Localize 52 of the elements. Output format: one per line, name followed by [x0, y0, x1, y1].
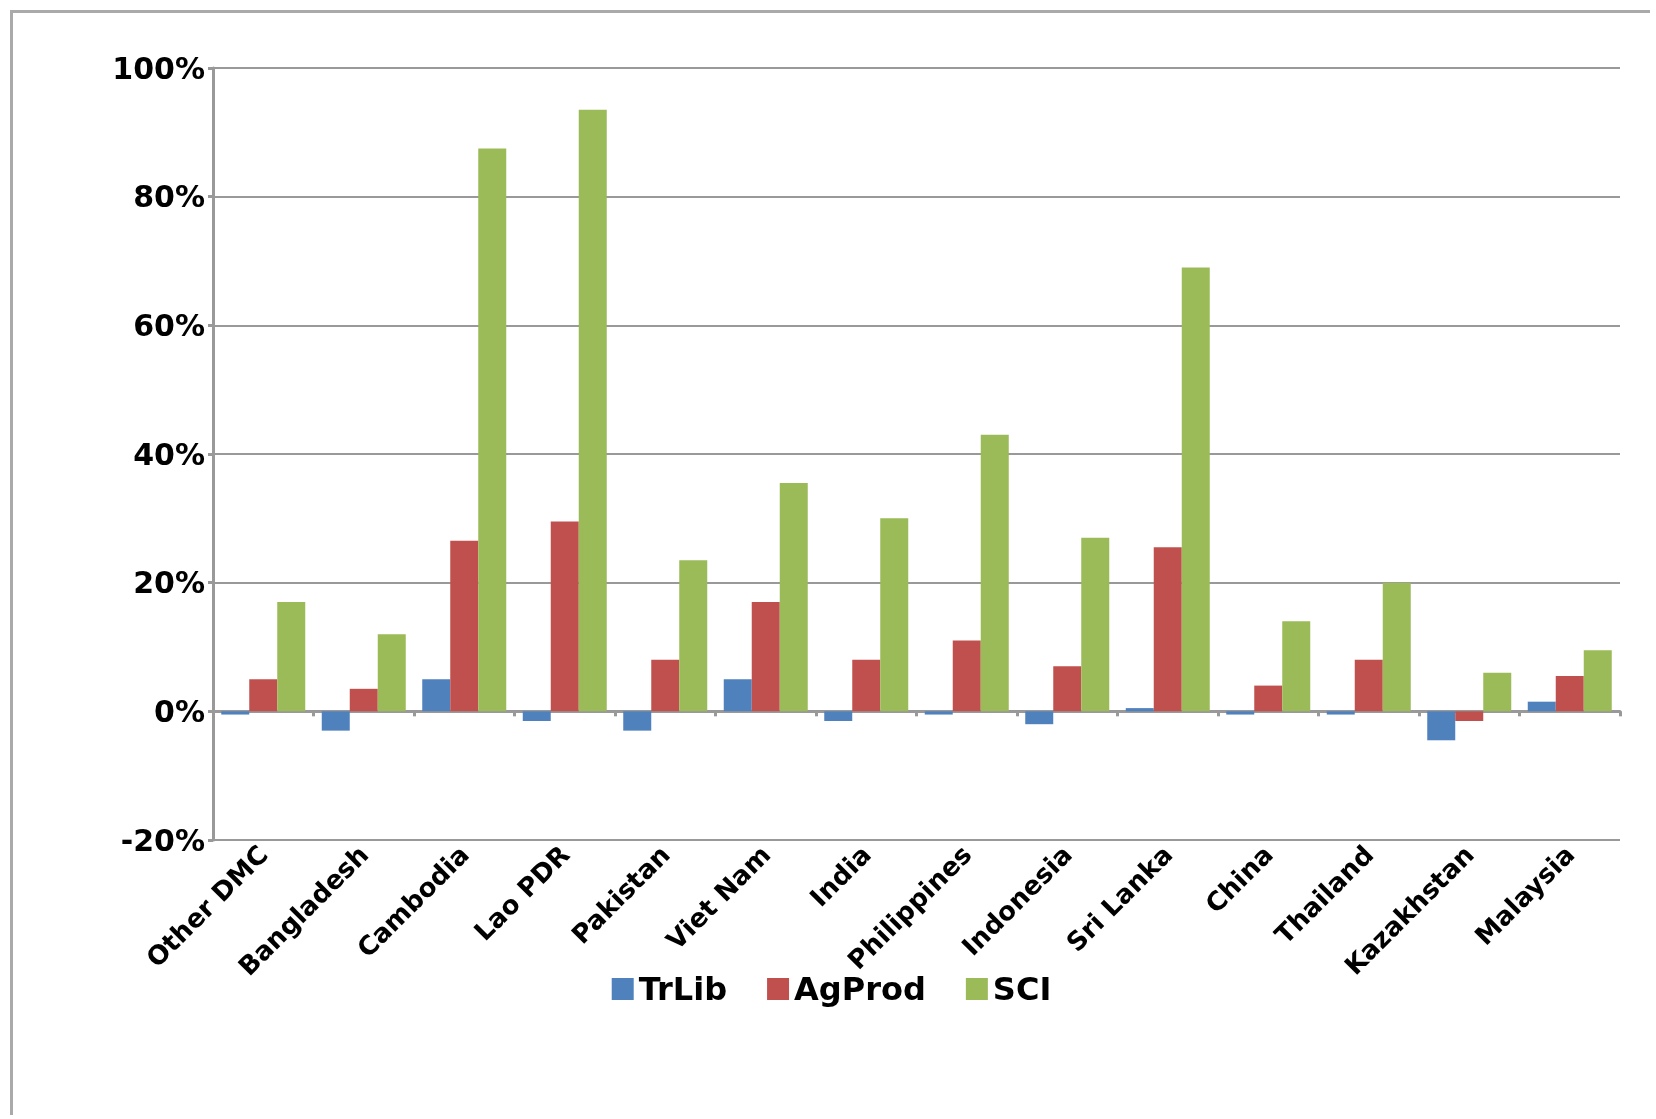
bar	[880, 518, 909, 712]
bar	[1527, 701, 1556, 712]
bar	[349, 688, 378, 712]
bar	[723, 679, 752, 712]
bar	[450, 540, 479, 712]
y-tick-label: 60%	[133, 307, 205, 343]
bar	[1583, 650, 1612, 712]
bar	[321, 711, 350, 731]
bar	[1153, 547, 1182, 712]
bar	[249, 679, 278, 712]
bar	[1254, 685, 1283, 712]
bar	[1427, 711, 1456, 741]
bar	[1483, 672, 1512, 712]
y-tick-label: 0%	[154, 693, 205, 729]
bar	[623, 711, 652, 731]
y-tick-label: 80%	[133, 179, 205, 215]
bar	[1025, 711, 1054, 725]
bar	[422, 679, 451, 712]
bar	[1081, 537, 1110, 712]
bar	[679, 560, 708, 712]
legend-label: SCI	[992, 970, 1052, 1008]
y-tick-label: 100%	[112, 50, 205, 86]
bar	[779, 482, 808, 712]
bar	[751, 601, 780, 712]
bar	[1282, 621, 1311, 712]
bar	[651, 659, 680, 712]
y-tick-label: 20%	[133, 565, 205, 601]
bar	[952, 640, 981, 712]
bar	[550, 521, 579, 712]
bar	[1382, 582, 1411, 712]
bar	[1326, 711, 1355, 715]
bar	[221, 711, 250, 715]
bar	[277, 601, 306, 712]
bar	[1053, 666, 1082, 712]
bar	[578, 109, 607, 712]
y-tick-label: -20%	[120, 822, 205, 858]
y-tick-label: 40%	[133, 436, 205, 472]
legend-label: AgProd	[794, 970, 926, 1008]
bar	[1455, 711, 1484, 721]
bar	[1125, 708, 1154, 712]
bar	[852, 659, 881, 712]
bar	[522, 711, 551, 721]
bar	[1226, 711, 1255, 715]
bar	[478, 148, 507, 712]
bar	[1555, 675, 1584, 712]
bar	[824, 711, 853, 721]
bar	[1181, 267, 1210, 712]
legend-label: TrLib	[638, 970, 728, 1008]
bar	[377, 634, 406, 712]
bar	[1354, 659, 1383, 712]
bar	[980, 434, 1009, 712]
bar	[924, 711, 953, 715]
